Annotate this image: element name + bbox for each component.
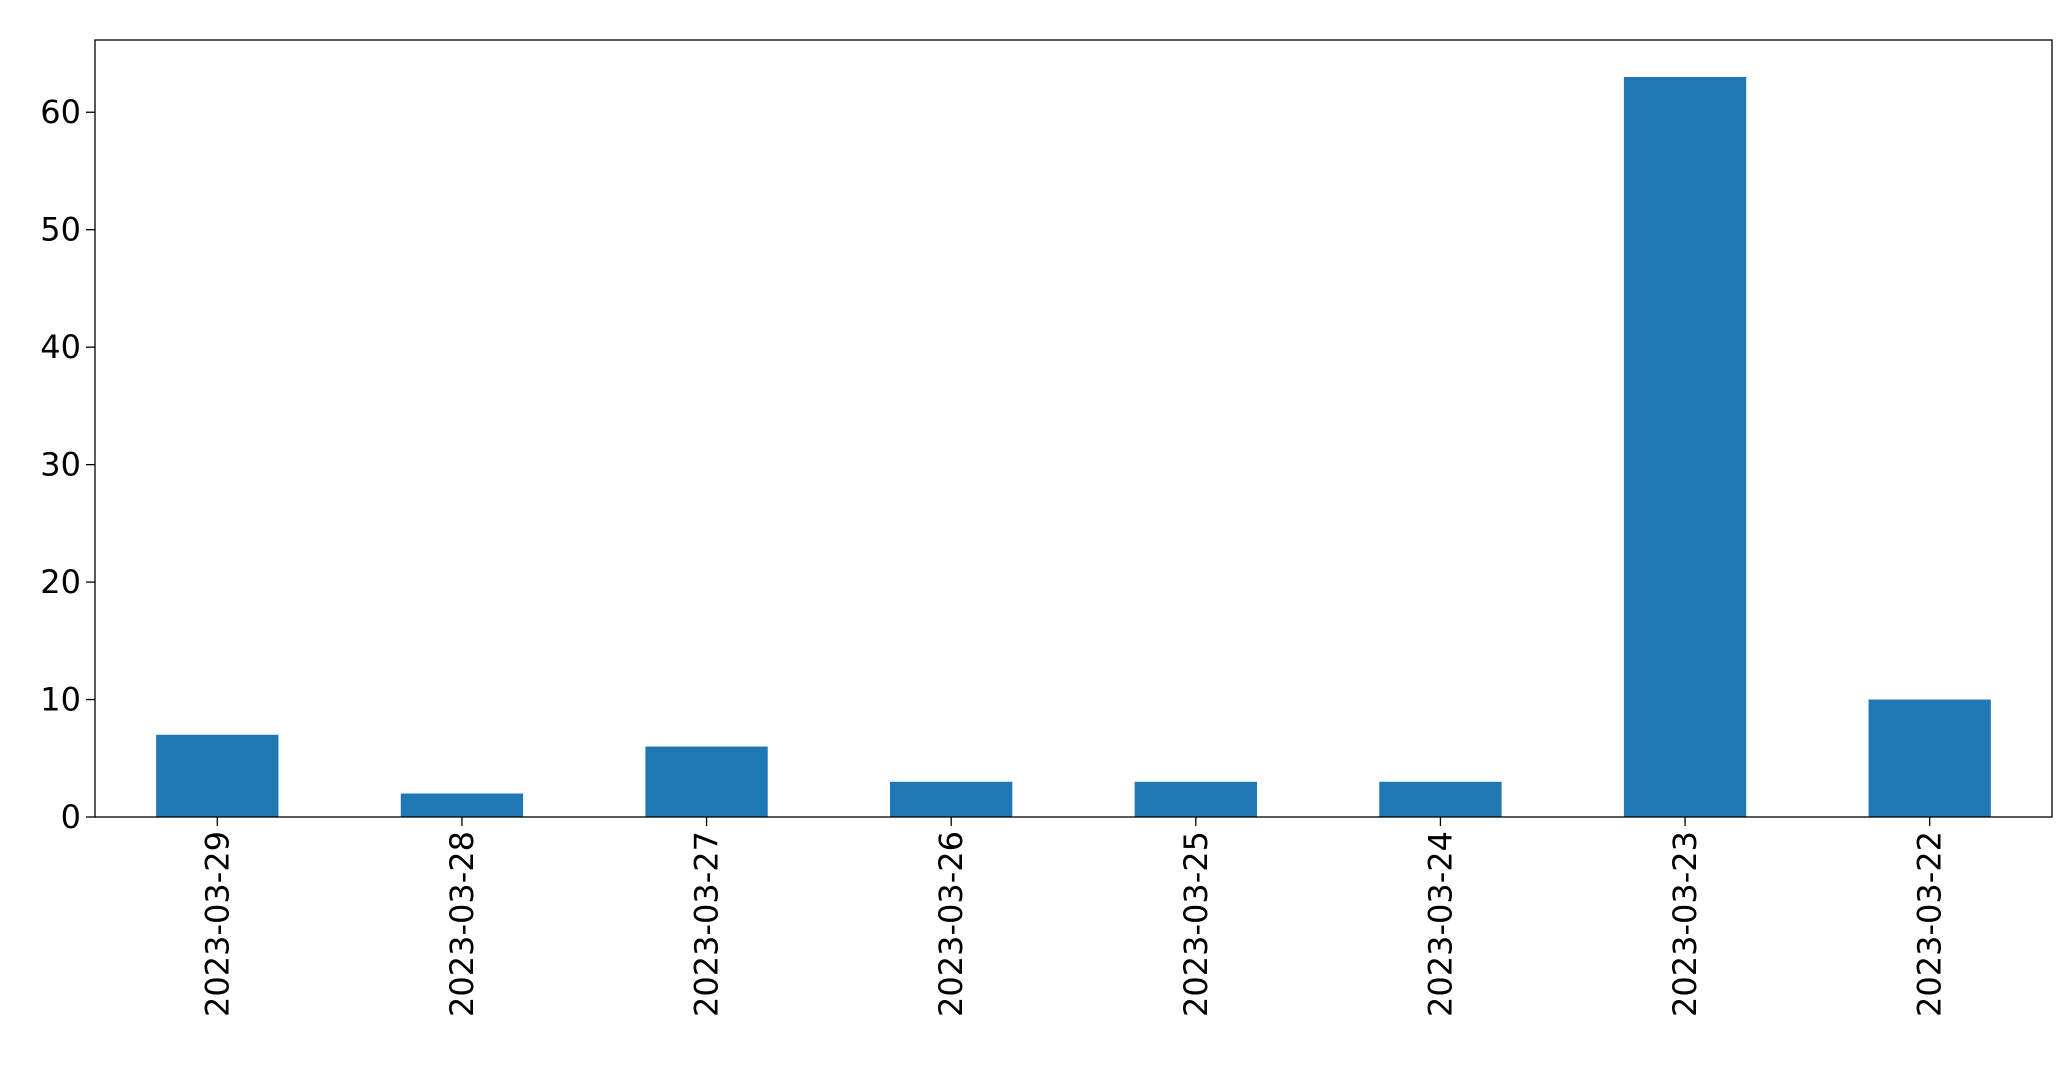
- y-tick-label: 60: [40, 93, 81, 131]
- bar: [1868, 699, 1991, 817]
- y-tick-label: 30: [40, 446, 81, 484]
- bar: [400, 793, 524, 817]
- x-tick-label: 2023-03-25: [1177, 831, 1215, 1017]
- bar: [645, 746, 768, 817]
- bar: [890, 781, 1013, 817]
- x-tick-label: 2023-03-28: [443, 831, 481, 1017]
- x-tick-label: 2023-03-27: [688, 831, 726, 1017]
- y-tick-label: 10: [40, 681, 81, 719]
- y-tick-label: 50: [40, 211, 81, 249]
- y-tick-label: 40: [40, 328, 81, 366]
- x-tick-label: 2023-03-22: [1911, 831, 1949, 1017]
- bar: [156, 734, 279, 817]
- x-tick-label: 2023-03-29: [198, 831, 236, 1017]
- bar: [1379, 781, 1502, 817]
- plot-frame: [94, 39, 2053, 818]
- x-tick-label: 2023-03-26: [932, 831, 970, 1017]
- x-tick-label: 2023-03-24: [1421, 831, 1459, 1017]
- y-tick-label: 0: [61, 798, 81, 836]
- x-tick-label: 2023-03-23: [1666, 831, 1704, 1017]
- y-tick-label: 20: [40, 563, 81, 601]
- bar: [1134, 781, 1257, 817]
- bar: [1623, 77, 1747, 817]
